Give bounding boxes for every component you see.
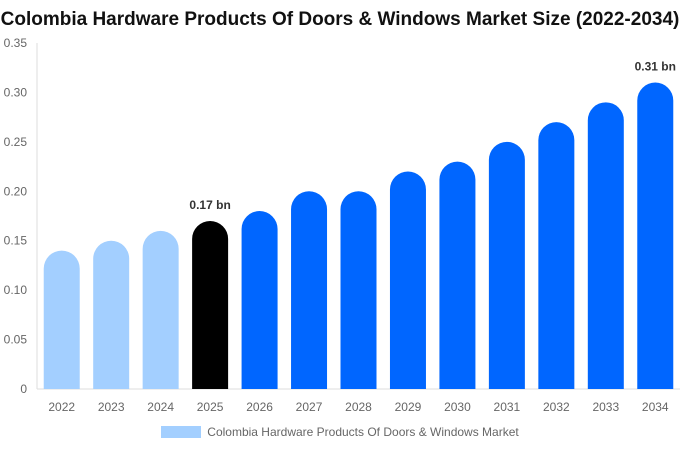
y-tick-label: 0.35 [4,36,28,50]
bar-2028[interactable] [340,191,377,389]
x-tick-label: 2034 [642,400,669,414]
y-tick-label: 0.30 [4,85,28,99]
x-tick-label: 2022 [48,400,75,414]
x-tick-label: 2032 [543,400,570,414]
chart-title: Colombia Hardware Products Of Doors & Wi… [0,9,680,30]
y-tick-label: 0.10 [4,283,28,297]
x-tick-label: 2028 [345,400,372,414]
bar-2033[interactable] [587,102,624,390]
x-tick-label: 2033 [592,400,619,414]
bar-2026[interactable] [241,211,278,389]
x-tick-label: 2026 [246,400,273,414]
bar-2029[interactable] [389,171,426,389]
legend[interactable]: Colombia Hardware Products Of Doors & Wi… [0,425,680,439]
y-tick-label: 0.15 [4,234,28,248]
data-label: 0.17 bn [189,198,230,212]
x-tick-label: 2027 [296,400,323,414]
bar-2031[interactable] [488,141,525,389]
data-label: 0.31 bn [635,60,676,74]
y-tick-label: 0.25 [4,135,28,149]
bar-2023[interactable] [93,240,130,389]
x-tick-label: 2025 [197,400,224,414]
legend-label: Colombia Hardware Products Of Doors & Wi… [207,425,519,439]
bar-2034[interactable] [637,82,674,390]
legend-swatch [161,426,202,438]
x-tick-label: 2023 [98,400,125,414]
y-tick-label: 0.20 [4,184,28,198]
bar-2024[interactable] [142,230,179,389]
bar-2030[interactable] [439,161,476,389]
x-tick-label: 2024 [147,400,174,414]
bar-2027[interactable] [291,191,328,389]
x-tick-label: 2029 [395,400,422,414]
bar-2022[interactable] [43,250,80,389]
bar-2032[interactable] [538,122,575,390]
bar-2025[interactable] [192,220,229,389]
y-tick-label: 0 [20,382,27,396]
x-tick-label: 2031 [494,400,521,414]
y-tick-label: 0.05 [4,333,28,347]
x-tick-label: 2030 [444,400,471,414]
